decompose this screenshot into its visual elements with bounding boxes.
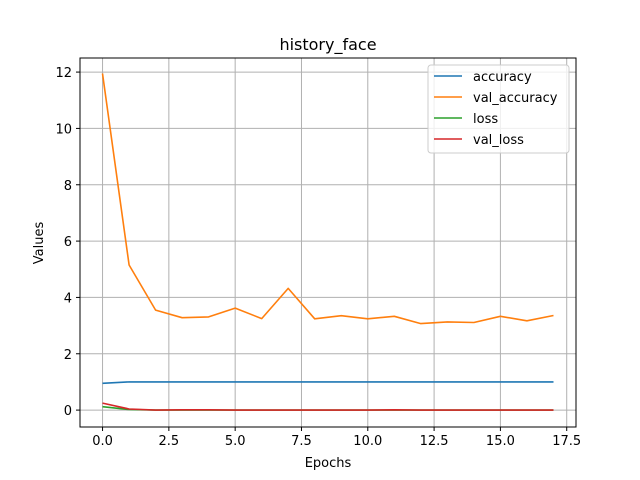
legend-label-accuracy: accuracy bbox=[473, 70, 532, 85]
x-tick-label: 2.5 bbox=[159, 434, 180, 449]
x-tick-label: 5.0 bbox=[225, 434, 246, 449]
x-tick-label: 10.0 bbox=[353, 434, 382, 449]
legend-label-loss: loss bbox=[473, 112, 498, 127]
axis-ticks: 0.0 2.5 5.0 7.5 10.0 12.5 15.0 17.5 0 2 4 6 8 10 12 bbox=[55, 66, 581, 449]
x-tick-label: 17.5 bbox=[552, 434, 581, 449]
y-tick-label: 10 bbox=[55, 122, 72, 137]
legend-label-val-loss: val_loss bbox=[473, 133, 524, 148]
chart-title: history_face bbox=[279, 35, 376, 55]
y-tick-label: 8 bbox=[64, 179, 72, 194]
legend-label-val-accuracy: val_accuracy bbox=[473, 91, 558, 106]
series-line-val-accuracy bbox=[101, 73, 554, 325]
plot-frame bbox=[79, 57, 577, 428]
y-tick-label: 12 bbox=[55, 66, 72, 81]
x-tick-label: 12.5 bbox=[420, 434, 449, 449]
x-tick-label: 15.0 bbox=[486, 434, 515, 449]
y-tick-label: 0 bbox=[64, 404, 72, 419]
x-tick-label: 0.0 bbox=[92, 434, 113, 449]
x-tick-label: 7.5 bbox=[291, 434, 312, 449]
y-axis-label: Values bbox=[32, 222, 47, 265]
y-tick-label: 4 bbox=[64, 291, 72, 306]
y-tick-label: 6 bbox=[64, 235, 72, 250]
y-tick-label: 2 bbox=[64, 348, 72, 363]
legend-box bbox=[427, 64, 570, 154]
series-line-accuracy bbox=[102, 381, 554, 385]
x-axis-label: Epochs bbox=[305, 456, 352, 471]
series-lines bbox=[101, 73, 554, 411]
series-line-val-loss bbox=[102, 402, 554, 411]
